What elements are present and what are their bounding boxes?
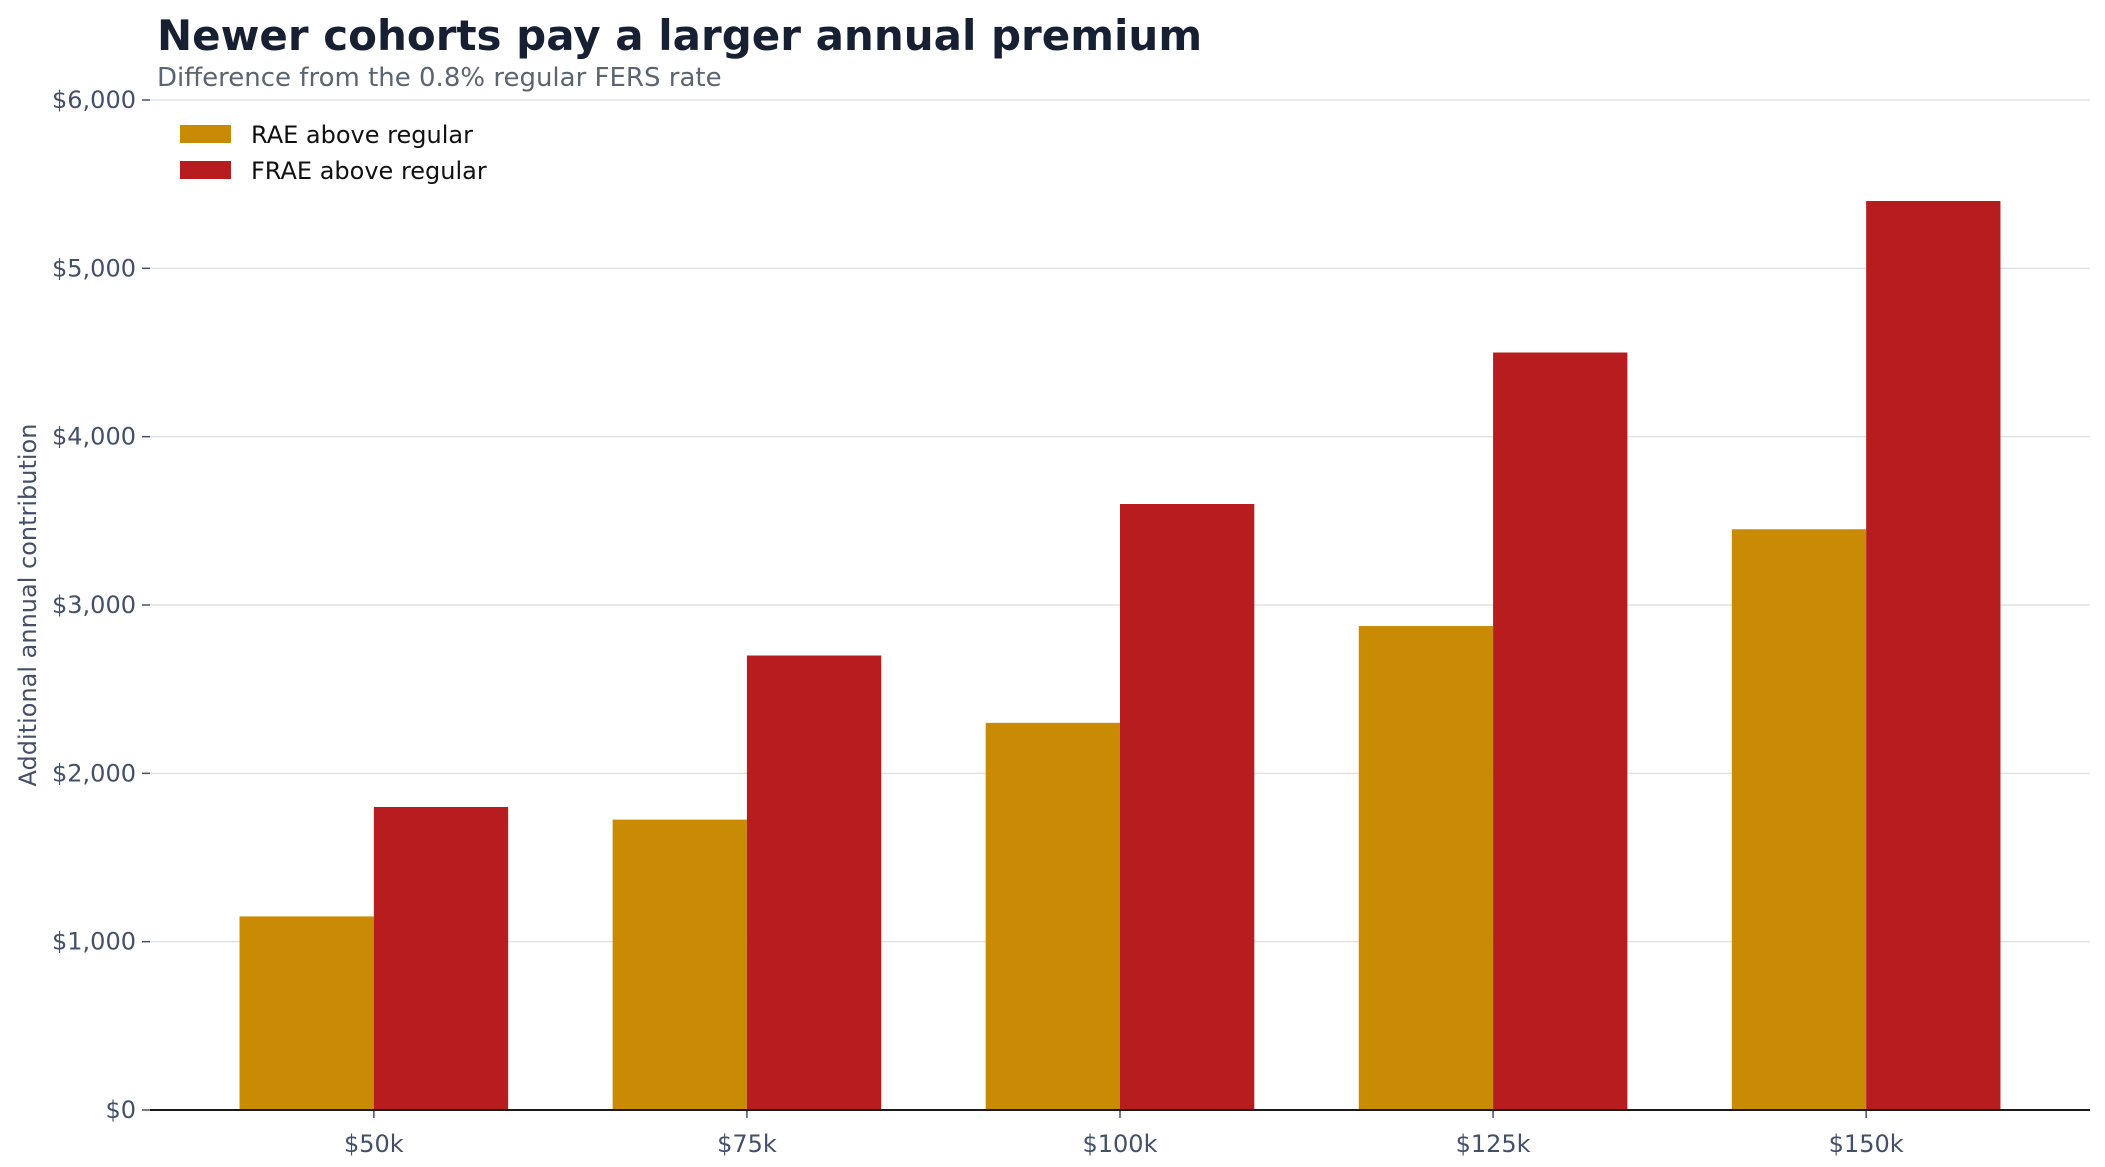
axes: $0 $1,000 $2,000 $3,000 $4,000 $5,000 $6,000 $5…	[52, 86, 2090, 1158]
chart-subtitle: Difference from the 0.8% regular FERS ra…	[157, 63, 722, 93]
bars	[239, 201, 2001, 1110]
legend-swatch-frae	[180, 161, 231, 179]
x-tick-label: $100k	[1083, 1130, 1158, 1158]
y-tick-label: $0	[105, 1096, 136, 1124]
bar-frae-0	[373, 807, 509, 1110]
y-axis-label: Additional annual contribution	[14, 424, 42, 787]
bar-rae-0	[239, 916, 374, 1110]
y-tick-label: $6,000	[52, 86, 136, 114]
bar-rae-2	[985, 722, 1120, 1110]
bar-frae-3	[1493, 352, 1628, 1110]
bar-rae-3	[1358, 626, 1494, 1110]
bar-frae-1	[746, 655, 882, 1110]
x-tick-label: $50k	[344, 1130, 404, 1158]
bar-rae-4	[1731, 529, 1867, 1110]
bar-frae-2	[1120, 504, 1255, 1110]
y-tick-label: $1,000	[52, 928, 136, 956]
x-tick-label: $150k	[1829, 1130, 1904, 1158]
legend-label-frae: FRAE above regular	[251, 157, 487, 185]
bar-rae-1	[612, 819, 747, 1110]
y-tick-label: $3,000	[52, 591, 136, 619]
legend-swatch-rae	[180, 125, 231, 143]
legend-label-rae: RAE above regular	[251, 121, 473, 149]
y-tick-label: $2,000	[52, 759, 136, 787]
x-tick-label: $125k	[1456, 1130, 1531, 1158]
y-tick-label: $5,000	[52, 254, 136, 282]
x-tick-label: $75k	[717, 1130, 777, 1158]
y-tick-label: $4,000	[52, 423, 136, 451]
legend: RAE above regular FRAE above regular	[180, 121, 487, 185]
bar-frae-4	[1866, 201, 2001, 1110]
chart-title: Newer cohorts pay a larger annual premiu…	[157, 11, 1202, 60]
